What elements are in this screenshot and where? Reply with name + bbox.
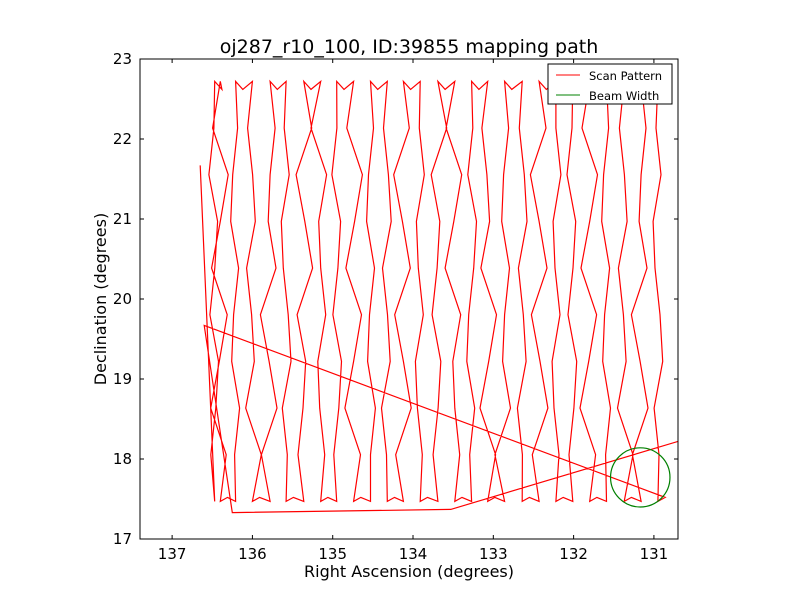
legend-box bbox=[547, 63, 673, 105]
legend: Scan Pattern Beam Width bbox=[547, 63, 673, 105]
y-tick-label: 19 bbox=[113, 370, 132, 388]
x-axis-label: Right Ascension (degrees) bbox=[304, 562, 514, 581]
y-tick-label: 21 bbox=[113, 210, 132, 228]
y-tick-label: 18 bbox=[113, 450, 132, 468]
x-tick-label: 132 bbox=[559, 545, 588, 563]
legend-label-scan-pattern: Scan Pattern bbox=[589, 69, 662, 83]
scan-pattern-line bbox=[199, 79, 678, 514]
x-tick-label: 136 bbox=[238, 545, 267, 563]
chart-title: oj287_r10_100, ID:39855 mapping path bbox=[220, 36, 599, 58]
axis-ticks: 137 136 135 134 133 132 131 17 18 19 20 21 22 23 bbox=[113, 50, 678, 563]
x-tick-label: 137 bbox=[158, 545, 187, 563]
beam-width-circle bbox=[609, 447, 671, 508]
y-axis-label: Declination (degrees) bbox=[91, 213, 110, 385]
x-tick-label: 133 bbox=[479, 545, 508, 563]
y-tick-label: 20 bbox=[113, 290, 132, 308]
x-tick-label: 131 bbox=[640, 545, 669, 563]
legend-label-beam-width: Beam Width bbox=[589, 89, 659, 103]
y-tick-label: 22 bbox=[113, 130, 132, 148]
y-tick-label: 23 bbox=[113, 50, 132, 68]
y-tick-label: 17 bbox=[113, 530, 132, 548]
x-tick-label: 135 bbox=[318, 545, 347, 563]
plot-area bbox=[199, 79, 678, 514]
x-tick-label: 134 bbox=[399, 545, 428, 563]
